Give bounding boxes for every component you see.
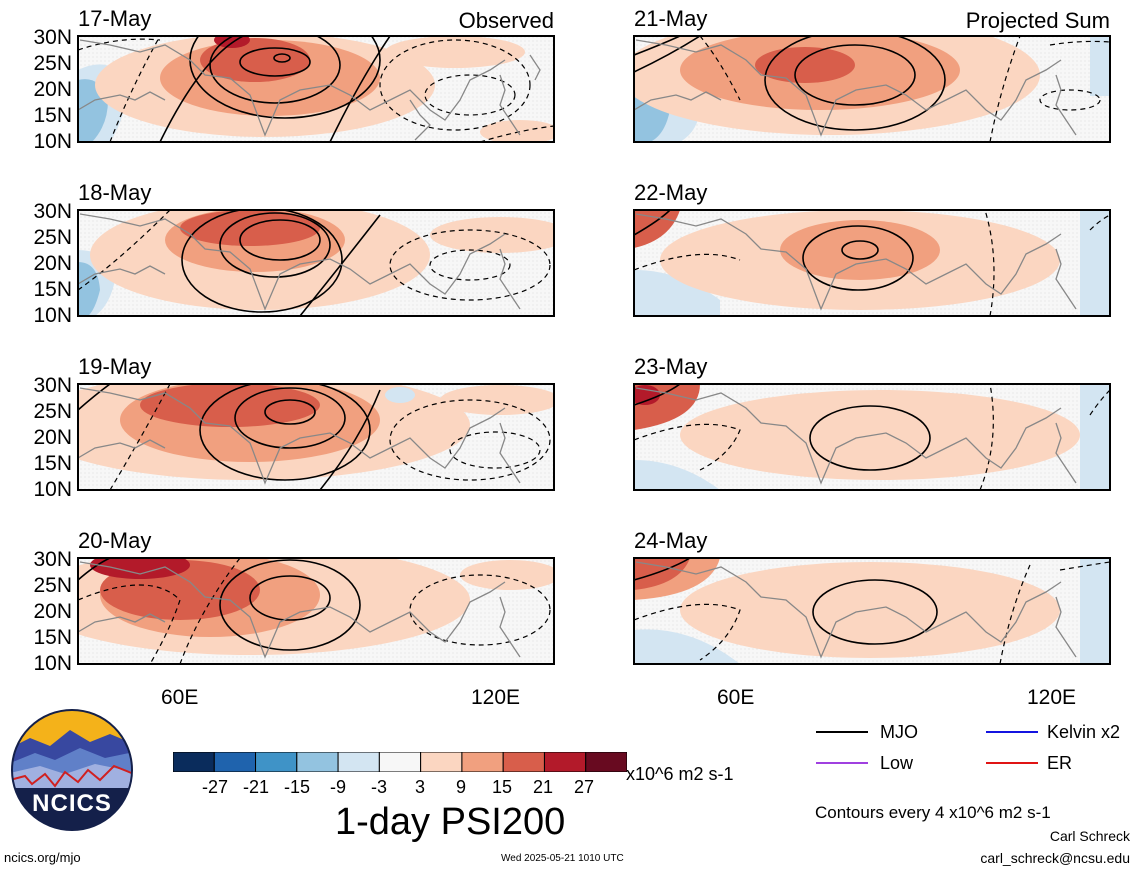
colorbar-tick: 3 — [414, 777, 425, 797]
legend-label-er: ER — [1047, 753, 1073, 773]
colorbar-swatch — [213, 752, 257, 772]
colorbar-swatch — [461, 752, 504, 772]
panel-date-3: 19-May — [78, 354, 152, 379]
footer-timestamp: Wed 2025-05-21 1010 UTC — [501, 853, 624, 864]
panel-date-1: 17-May — [78, 6, 152, 31]
contour-note: Contours every 4 x10^6 m2 s-1 — [815, 803, 1051, 822]
colorbar-tick: 9 — [455, 777, 466, 797]
colorbar-swatch — [420, 752, 463, 772]
panel-date-4: 20-May — [78, 528, 152, 553]
colorbar-swatch — [378, 752, 422, 772]
legend-line-mjo — [816, 731, 868, 733]
lat-label: 10N — [33, 130, 72, 153]
panel-subtitle-projected: Projected Sum — [965, 8, 1110, 33]
panel-date-5: 21-May — [634, 6, 708, 31]
colorbar-swatch — [502, 752, 545, 772]
colorbar-tick: 21 — [532, 777, 554, 797]
colorbar-swatch — [337, 752, 380, 772]
lat-label: 30N — [33, 200, 72, 223]
lon-label-right-60e: 60E — [717, 686, 755, 709]
colorbar-tick: -15 — [283, 777, 310, 797]
lat-label: 30N — [33, 548, 72, 571]
lat-label: 15N — [33, 278, 72, 301]
legend-line-er — [986, 762, 1038, 764]
colorbar-tick: -3 — [370, 777, 387, 797]
colorbar-tick: -21 — [242, 777, 269, 797]
lat-label: 20N — [33, 252, 72, 275]
lat-label: 25N — [33, 226, 72, 249]
plot-title: 1-day PSI200 — [335, 801, 566, 843]
lon-label-left-60e: 60E — [161, 686, 199, 709]
legend-label-kelvin: Kelvin x2 — [1047, 722, 1121, 742]
colorbar-units: x10^6 m2 s-1 — [626, 764, 734, 784]
colorbar-tick: 27 — [573, 777, 595, 797]
legend-label-low: Low — [880, 753, 914, 773]
colorbar-swatch — [255, 752, 298, 772]
legend-label-mjo: MJO — [880, 722, 918, 742]
colorbar-tick: -27 — [201, 777, 228, 797]
lat-label: 10N — [33, 478, 72, 501]
map-panels — [77, 35, 1111, 665]
lat-label: 20N — [33, 78, 72, 101]
legend-line-low — [816, 762, 868, 764]
logo-text: NCICS — [32, 790, 112, 817]
lat-label: 30N — [33, 374, 72, 397]
colorbar-swatch — [296, 752, 339, 772]
panel-date-7: 23-May — [634, 354, 708, 379]
colorbar-swatches — [173, 752, 627, 772]
lat-label: 20N — [33, 426, 72, 449]
panel-date-8: 24-May — [634, 528, 708, 553]
lat-label: 10N — [33, 304, 72, 327]
map-panel-24-may — [634, 558, 1110, 664]
map-panel-17-may — [78, 36, 554, 142]
colorbar — [173, 752, 627, 772]
map-panel-18-may — [78, 210, 554, 316]
colorbar-swatch — [543, 752, 587, 772]
ncics-logo — [11, 709, 133, 831]
colorbar-tick: -9 — [329, 777, 346, 797]
lat-label: 10N — [33, 652, 72, 675]
lat-label: 15N — [33, 104, 72, 127]
lat-label: 25N — [33, 400, 72, 423]
colorbar-swatch — [585, 752, 627, 772]
lat-label: 25N — [33, 574, 72, 597]
lat-label: 15N — [33, 626, 72, 649]
lon-label-left-120e: 120E — [471, 686, 521, 709]
colorbar-tick: 15 — [491, 777, 513, 797]
lat-label: 30N — [33, 26, 72, 49]
map-panel-19-may — [78, 384, 554, 490]
panel-date-2: 18-May — [78, 180, 152, 205]
map-panel-21-may — [634, 36, 1110, 142]
lat-label: 15N — [33, 452, 72, 475]
footer-author: Carl Schreck — [1049, 828, 1130, 844]
map-panel-22-may — [634, 210, 1110, 316]
panel-date-6: 22-May — [634, 180, 708, 205]
footer-url[interactable]: ncics.org/mjo — [4, 850, 81, 865]
lat-label: 20N — [33, 600, 72, 623]
lon-label-right-120e: 120E — [1027, 686, 1077, 709]
footer-email[interactable]: carl_schreck@ncsu.edu — [980, 850, 1130, 866]
legend-line-kelvin — [986, 731, 1038, 733]
panel-subtitle-observed: Observed — [458, 8, 554, 33]
map-panel-20-may — [78, 558, 554, 664]
map-panel-23-may — [634, 384, 1110, 490]
colorbar-swatch — [173, 752, 215, 772]
lat-label: 25N — [33, 52, 72, 75]
